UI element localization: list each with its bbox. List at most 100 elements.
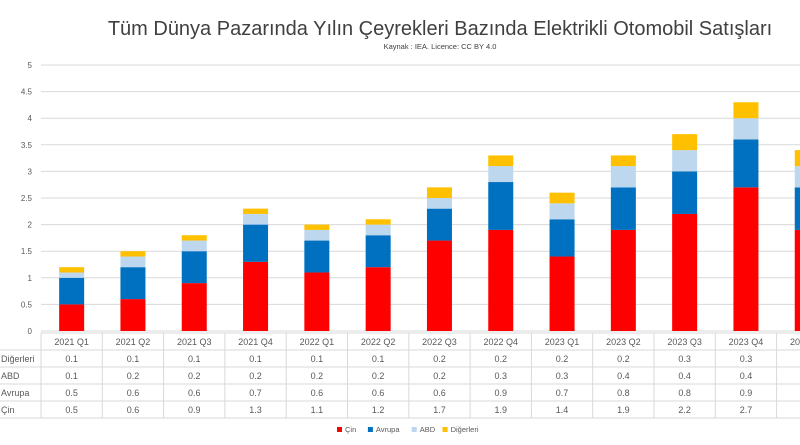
bar-ABD: [610, 166, 636, 188]
bar-Avrupa: [243, 224, 269, 262]
bar-Avrupa: [426, 208, 452, 241]
table-cell: 0.2: [433, 371, 446, 381]
chart-subtitle: Kaynak : IEA. Licence: CC BY 4.0: [383, 42, 497, 51]
table-cell: 0.3: [494, 371, 507, 381]
x-category-label: 2023 Q3: [667, 337, 702, 347]
table-row-header: Avrupa: [1, 388, 29, 398]
y-tick-label: 1: [28, 274, 33, 283]
bar-Çin: [181, 283, 207, 331]
bar-Avrupa: [672, 171, 698, 214]
table-row-header: ABD: [1, 371, 20, 381]
table-cell: 0.2: [433, 354, 446, 364]
bar-ABD: [365, 224, 391, 236]
x-category-label: 2022 Q1: [300, 337, 335, 347]
table-cell: 1.3: [249, 405, 262, 415]
x-category-label: 2023 Q2: [606, 337, 641, 347]
table-cell: 1.9: [617, 405, 630, 415]
table-cell: 2.2: [678, 405, 691, 415]
bar-ABD: [426, 198, 452, 209]
table-cell: 1.9: [494, 405, 507, 415]
bar-Çin: [365, 267, 391, 331]
table-cell: 0.8: [617, 388, 630, 398]
y-tick-label: 4.5: [21, 88, 33, 97]
table-cell: 0.1: [249, 354, 262, 364]
table-cell: 0.2: [188, 371, 201, 381]
bar-Diğerleri: [733, 102, 759, 119]
bar-Çin: [243, 261, 269, 331]
bar-ABD: [120, 256, 146, 268]
bar-Avrupa: [733, 139, 759, 188]
y-tick-label: 2.5: [21, 194, 33, 203]
bar-Çin: [304, 272, 330, 331]
table-cell: 0.5: [65, 388, 78, 398]
chart-title: Tüm Dünya Pazarında Yılın Çeyrekleri Baz…: [107, 18, 773, 40]
bar-ABD: [488, 166, 514, 183]
bar-Diğerleri: [672, 134, 698, 151]
table-cell: 0.3: [556, 371, 569, 381]
bar-Diğerleri: [181, 235, 207, 241]
bar-Diğerleri: [488, 155, 514, 167]
table-cell: 0.7: [556, 388, 569, 398]
bar-ABD: [304, 229, 330, 241]
table-cell: 0.4: [678, 371, 691, 381]
table-cell: 0.1: [188, 354, 201, 364]
bar-Çin: [59, 304, 85, 331]
legend-swatch: [411, 427, 417, 432]
bar-Çin: [120, 299, 146, 331]
legend-label: Çin: [345, 425, 356, 434]
y-tick-label: 3.5: [21, 141, 33, 150]
table-cell: 0.3: [678, 354, 691, 364]
y-tick-label: 2: [28, 221, 33, 230]
table-cell: 0.6: [188, 388, 201, 398]
table-cell: 0.6: [311, 388, 324, 398]
table-cell: 0.6: [433, 388, 446, 398]
table-cell: 0.9: [188, 405, 201, 415]
bar-Çin: [733, 187, 759, 331]
legend-swatch: [337, 427, 342, 432]
x-category-label: 2023 Q4: [729, 337, 764, 347]
table-cell: 0.2: [372, 371, 385, 381]
table-cell: 0.2: [556, 354, 569, 364]
x-category-label: 2021 Q1: [54, 337, 89, 347]
legend-label: Diğerleri: [451, 425, 479, 434]
table-cell: 0.8: [678, 388, 691, 398]
bar-Avrupa: [304, 240, 330, 273]
table-cell: 0.6: [127, 388, 140, 398]
table-cell: 1.4: [556, 405, 569, 415]
table-cell: 0.3: [740, 354, 753, 364]
table-cell: 2.7: [740, 405, 753, 415]
bar-Avrupa: [365, 235, 391, 268]
table-cell: 0.5: [65, 405, 78, 415]
bar-Çin: [672, 213, 698, 331]
bar-Avrupa: [488, 182, 514, 230]
y-tick-label: 0: [28, 327, 33, 336]
bar-Avrupa: [59, 277, 85, 305]
x-category-label: 2024 Q1: [790, 337, 800, 347]
y-tick-label: 5: [28, 61, 33, 70]
table-cell: 0.1: [65, 371, 78, 381]
bar-Çin: [610, 229, 636, 331]
table-row-header: Çin: [1, 405, 15, 415]
table-row-header: Diğerleri: [1, 354, 35, 364]
table-cell: 0.1: [65, 354, 78, 364]
bar-Çin: [549, 256, 575, 331]
legend-label: Avrupa: [376, 425, 400, 434]
table-cell: 0.2: [127, 371, 140, 381]
bar-ABD: [243, 213, 269, 225]
bar-ABD: [181, 240, 207, 252]
bar-Çin: [794, 229, 800, 331]
bar-Diğerleri: [549, 192, 575, 204]
bar-Avrupa: [181, 251, 207, 284]
bar-Avrupa: [794, 187, 800, 230]
bar-Diğerleri: [59, 267, 85, 273]
bar-Diğerleri: [120, 251, 146, 257]
bar-ABD: [549, 203, 575, 220]
table-cell: 0.9: [740, 388, 753, 398]
bar-ABD: [794, 166, 800, 188]
x-category-label: 2023 Q1: [545, 337, 580, 347]
bar-Çin: [426, 240, 452, 331]
table-cell: 0.9: [494, 388, 507, 398]
bar-Diğerleri: [794, 150, 800, 167]
x-category-label: 2022 Q2: [361, 337, 396, 347]
